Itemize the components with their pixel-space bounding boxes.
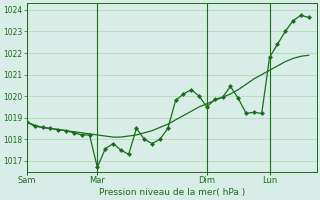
- X-axis label: Pression niveau de la mer( hPa ): Pression niveau de la mer( hPa ): [99, 188, 245, 197]
